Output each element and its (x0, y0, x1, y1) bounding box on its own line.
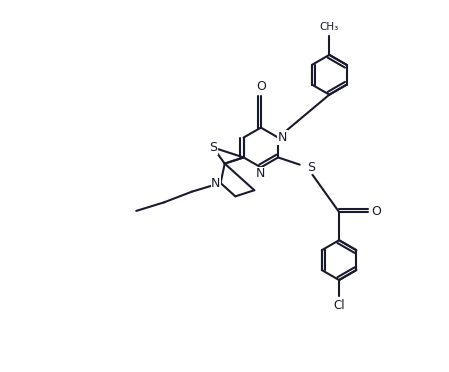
Text: S: S (307, 161, 315, 174)
Text: N: N (211, 177, 220, 190)
Text: O: O (256, 80, 266, 93)
Text: S: S (209, 141, 217, 154)
Text: O: O (371, 205, 381, 218)
Text: N: N (278, 131, 287, 144)
Text: Cl: Cl (333, 299, 345, 312)
Text: CH₃: CH₃ (320, 22, 339, 32)
Text: N: N (256, 167, 265, 180)
